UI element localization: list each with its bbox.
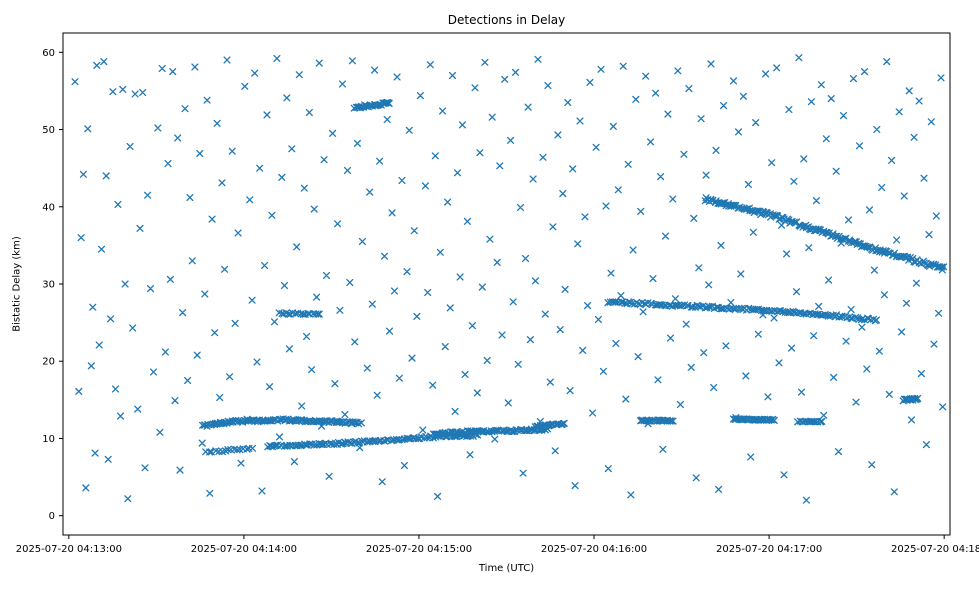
svg-text:30: 30 — [42, 280, 55, 291]
svg-text:60: 60 — [42, 48, 55, 59]
svg-text:2025-07-20 04:18:00: 2025-07-20 04:18:00 — [891, 544, 979, 555]
svg-text:40: 40 — [42, 202, 55, 213]
chart-title: Detections in Delay — [447, 13, 566, 27]
svg-text:2025-07-20 04:17:00: 2025-07-20 04:17:00 — [716, 544, 822, 555]
svg-text:10: 10 — [42, 434, 55, 445]
svg-text:2025-07-20 04:15:00: 2025-07-20 04:15:00 — [366, 544, 472, 555]
svg-text:2025-07-20 04:16:00: 2025-07-20 04:16:00 — [541, 544, 647, 555]
svg-text:2025-07-20 04:13:00: 2025-07-20 04:13:00 — [16, 544, 122, 555]
svg-text:2025-07-20 04:14:00: 2025-07-20 04:14:00 — [191, 544, 297, 555]
svg-text:0: 0 — [49, 511, 55, 522]
x-axis-label: Time (UTC) — [478, 563, 535, 574]
svg-text:50: 50 — [42, 125, 55, 136]
svg-text:20: 20 — [42, 357, 55, 368]
